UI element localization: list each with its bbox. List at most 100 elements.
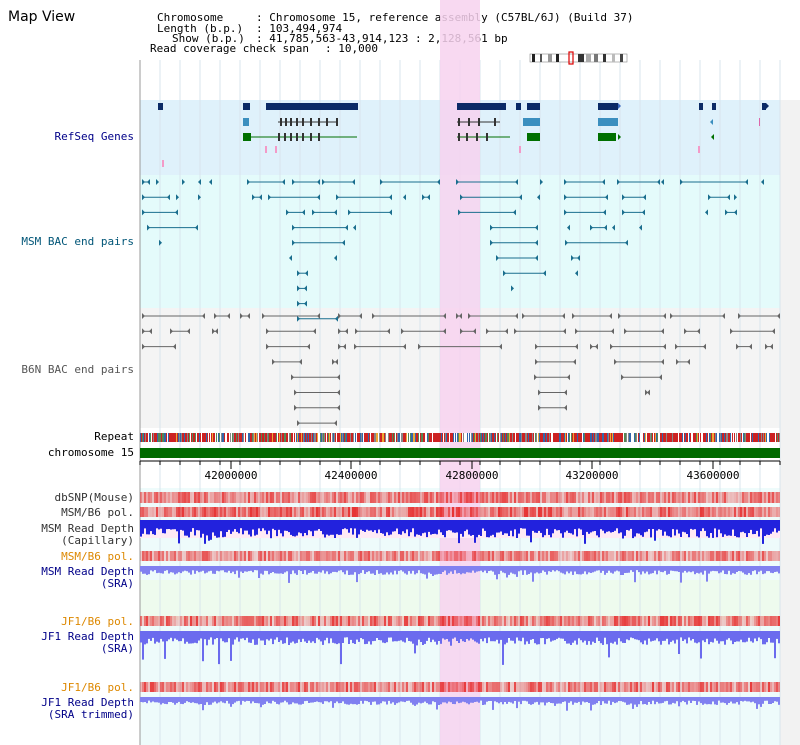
polymorphism-cell xyxy=(478,682,480,692)
strand-arrow xyxy=(380,179,383,185)
depth-bar xyxy=(484,520,486,531)
polymorphism-cell xyxy=(330,682,332,692)
track-label-chromosome[interactable]: chromosome 15 xyxy=(47,446,134,459)
polymorphism-cell xyxy=(280,492,282,503)
polymorphism-cell xyxy=(328,507,330,517)
repeat-segment xyxy=(694,433,695,442)
polymorphism-cell xyxy=(412,492,414,503)
repeat-segment xyxy=(556,433,557,442)
polymorphism-cell xyxy=(294,682,296,692)
polymorphism-cell xyxy=(356,492,358,503)
polymorphism-cell xyxy=(756,551,758,561)
polymorphism-cell xyxy=(746,492,748,503)
track-label-dbsnp[interactable]: dbSNP(Mouse) xyxy=(54,491,134,504)
track-label-jf1-b6-pol-1[interactable]: JF1/B6 pol. xyxy=(61,615,134,628)
polymorphism-cell xyxy=(328,551,330,561)
polymorphism-cell xyxy=(290,507,292,517)
polymorphism-cell xyxy=(466,507,468,517)
track-label-jf1-depth-sra[interactable]: JF1 Read Depth xyxy=(41,630,134,643)
strand-arrow xyxy=(563,328,566,335)
depth-bar xyxy=(416,697,418,705)
depth-bar xyxy=(382,631,384,643)
depth-bar xyxy=(520,631,522,642)
depth-bar xyxy=(204,697,206,705)
strand-arrow xyxy=(505,328,508,335)
depth-bar xyxy=(614,520,616,531)
strand-arrow xyxy=(515,179,518,185)
depth-bar xyxy=(376,697,378,705)
track-label-refseq-genes[interactable]: RefSeq Genes xyxy=(54,130,134,143)
depth-bar xyxy=(594,566,596,572)
depth-bar xyxy=(318,631,320,640)
depth-bar xyxy=(576,566,578,575)
depth-bar xyxy=(528,520,530,536)
depth-bar xyxy=(206,520,208,536)
polymorphism-cell xyxy=(174,492,176,503)
depth-bar xyxy=(492,697,494,710)
track-label-msm-bac[interactable]: MSM BAC end pairs xyxy=(21,235,134,248)
polymorphism-cell xyxy=(444,616,446,626)
depth-bar xyxy=(570,520,572,534)
depth-bar xyxy=(246,631,248,638)
ideogram-band xyxy=(556,54,559,62)
polymorphism-cell xyxy=(468,616,470,626)
repeat-segment xyxy=(193,433,194,442)
depth-bar xyxy=(398,520,400,535)
track-label-b6n-bac[interactable]: B6N BAC end pairs xyxy=(21,363,134,376)
track-label-repeat[interactable]: Repeat xyxy=(94,430,134,443)
depth-bar xyxy=(372,566,374,574)
depth-bar xyxy=(268,566,270,575)
depth-bar xyxy=(652,566,654,574)
polymorphism-cell xyxy=(480,616,482,626)
strand-arrow xyxy=(661,358,664,365)
repeat-segment xyxy=(322,433,323,442)
polymorphism-cell xyxy=(532,507,534,517)
depth-bar xyxy=(380,631,382,641)
repeat-segment xyxy=(717,433,718,442)
depth-bar xyxy=(486,520,488,538)
depth-bar xyxy=(254,697,256,703)
track-label-msm-depth-capillary[interactable]: MSM Read Depth xyxy=(41,522,134,535)
depth-bar xyxy=(538,631,540,645)
repeat-segment xyxy=(408,433,409,442)
polymorphism-cell xyxy=(226,682,228,692)
depth-bar xyxy=(212,566,214,574)
polymorphism-cell xyxy=(262,682,264,692)
depth-bar xyxy=(562,566,564,574)
strand-arrow xyxy=(142,209,145,216)
repeat-segment xyxy=(714,433,715,442)
chromosome-ideogram[interactable] xyxy=(529,51,628,65)
depth-bar xyxy=(370,566,372,574)
track-label-msm-b6-pol-2[interactable]: MSM/B6 pol. xyxy=(61,550,134,563)
polymorphism-cell xyxy=(196,551,198,561)
depth-bar xyxy=(516,520,518,538)
depth-bar xyxy=(244,520,246,531)
depth-bar xyxy=(448,566,450,574)
repeat-segment xyxy=(397,433,398,442)
polymorphism-cell xyxy=(736,616,738,626)
polymorphism-cell xyxy=(604,507,606,517)
depth-bar xyxy=(622,566,624,575)
polymorphism-cell xyxy=(348,551,350,561)
depth-bar xyxy=(302,520,304,537)
repeat-segment xyxy=(752,433,753,442)
track-label-jf1-depth-trimmed[interactable]: JF1 Read Depth xyxy=(41,696,134,709)
depth-bar xyxy=(572,697,574,705)
polymorphism-cell xyxy=(254,616,256,626)
polymorphism-cell xyxy=(546,492,548,503)
polymorphism-cell xyxy=(232,492,234,503)
depth-bar xyxy=(302,631,304,639)
depth-bar xyxy=(488,520,490,538)
track-label-msm-b6-pol-1[interactable]: MSM/B6 pol. xyxy=(61,506,134,519)
repeat-segment xyxy=(208,433,209,442)
depth-bar xyxy=(346,697,348,705)
polymorphism-cell xyxy=(524,616,526,626)
polymorphism-cell xyxy=(192,492,194,503)
polymorphism-cell xyxy=(762,492,764,503)
polymorphism-cell xyxy=(152,492,154,503)
polymorphism-cell xyxy=(654,682,656,692)
track-label-jf1-b6-pol-2[interactable]: JF1/B6 pol. xyxy=(61,681,134,694)
track-label-msm-depth-sra[interactable]: MSM Read Depth xyxy=(41,565,134,578)
polymorphism-cell xyxy=(552,551,554,561)
